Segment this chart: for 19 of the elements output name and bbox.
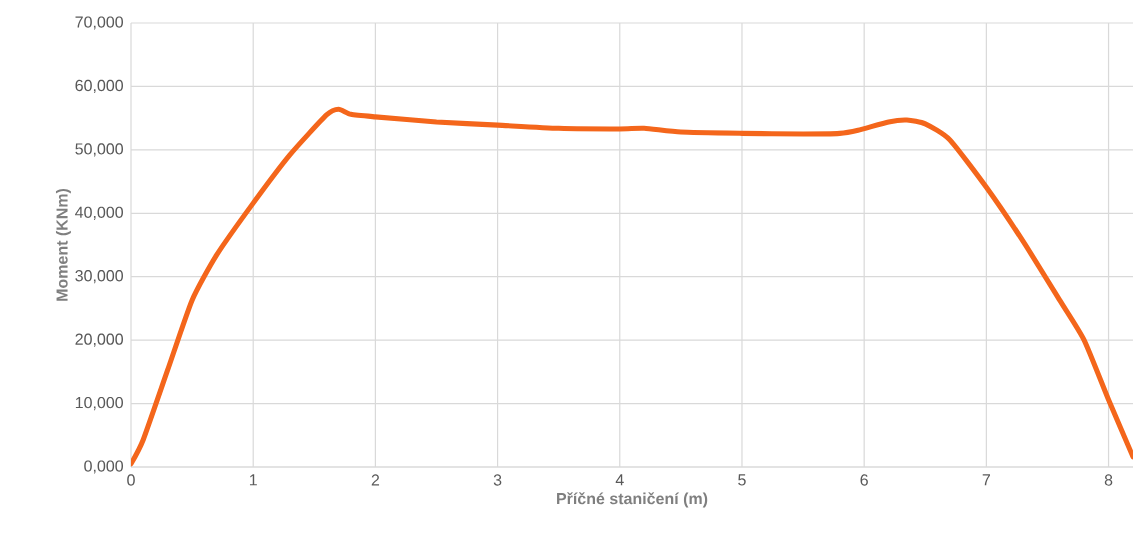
y-tick-label: 60,000 xyxy=(75,79,124,94)
x-tick-label: 6 xyxy=(860,474,868,486)
x-axis-title: Příčné staničení (m) xyxy=(557,492,708,508)
y-tick-label: 20,000 xyxy=(75,333,124,347)
y-tick-label: 40,000 xyxy=(75,206,124,220)
x-tick-label: 0 xyxy=(127,474,135,486)
y-tick-label: 30,000 xyxy=(75,270,124,284)
x-tick-label: 5 xyxy=(738,474,746,486)
x-tick-label: 2 xyxy=(371,474,380,486)
x-tick-label: 8 xyxy=(1104,474,1113,486)
y-tick-label: 10,000 xyxy=(75,396,124,411)
y-tick-label: 70,000 xyxy=(75,16,124,30)
x-tick-label: 3 xyxy=(493,474,502,486)
y-tick-label: 0,000 xyxy=(84,460,124,474)
y-axis-title: Moment (KNm) xyxy=(55,188,71,301)
x-tick-label: 4 xyxy=(615,474,624,486)
y-tick-label: 50,000 xyxy=(75,143,124,157)
x-tick-label: 7 xyxy=(982,474,990,486)
x-tick-label: 1 xyxy=(249,474,257,486)
